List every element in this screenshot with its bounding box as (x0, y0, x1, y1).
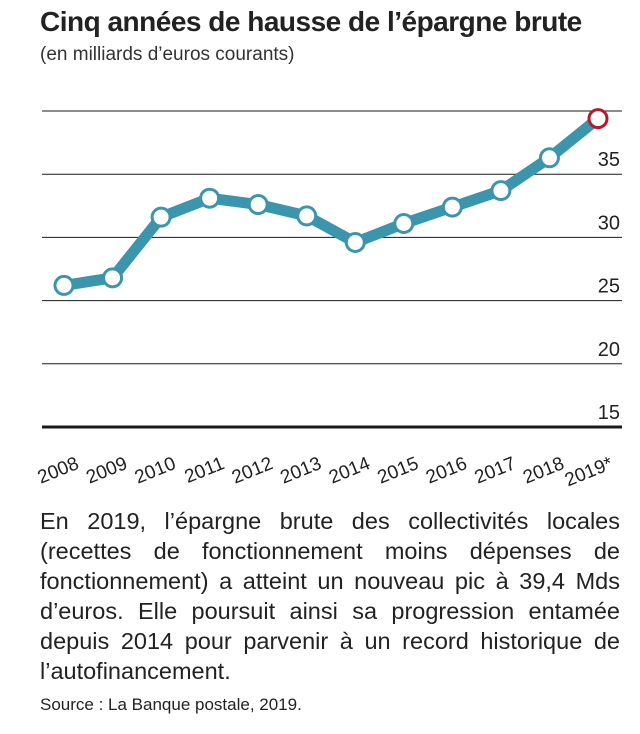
data-point (296, 205, 318, 227)
data-point (538, 147, 560, 169)
data-point (344, 231, 366, 253)
x-tick-label: 2013 (278, 453, 325, 488)
x-tick-label: 2016 (423, 453, 470, 488)
data-point-highlight (587, 108, 609, 130)
data-point (53, 274, 75, 296)
x-tick-label: 2008 (35, 453, 82, 488)
series-line (58, 113, 604, 291)
x-tick-label: 2019* (562, 453, 616, 490)
x-tick-label: 2012 (229, 453, 276, 488)
x-tick-label: 2011 (182, 453, 228, 488)
y-tick-label: 30 (598, 212, 620, 234)
source-note: Source : La Banque postale, 2019. (40, 695, 302, 714)
x-tick-label: 2009 (83, 453, 130, 488)
chart-subtitle: (en milliards d’euros courants) (40, 44, 295, 65)
chart-title: Cinq années de hausse de l’épargne brute (40, 6, 582, 37)
y-tick-label: 20 (598, 339, 620, 361)
data-point (102, 267, 124, 289)
data-point (247, 194, 269, 216)
data-point (393, 212, 415, 234)
data-point (199, 187, 221, 209)
y-tick-label: 15 (598, 402, 620, 424)
y-tick-label: 35 (598, 149, 620, 171)
data-point (150, 206, 172, 228)
x-tick-label: 2017 (472, 453, 519, 488)
x-tick-label: 2018 (520, 453, 567, 488)
x-tick-label: 2014 (326, 453, 373, 488)
data-point (490, 180, 512, 202)
description-text: En 2019, l’épargne brute des collectivit… (40, 508, 620, 684)
data-point (441, 196, 463, 218)
y-tick-label: 25 (598, 276, 620, 298)
x-tick-label: 2010 (132, 453, 179, 488)
x-tick-label: 2015 (375, 453, 422, 488)
